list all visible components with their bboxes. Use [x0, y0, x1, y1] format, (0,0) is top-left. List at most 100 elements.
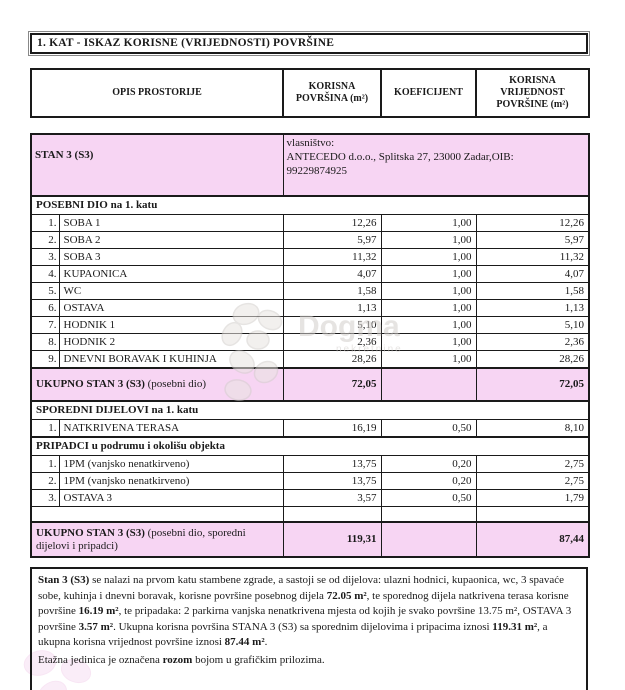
table-row: 2. 1PM (vanjsko nenatkirveno) 13,75 0,20…	[30, 472, 590, 490]
cell-label: 1PM (vanjsko nenatkirveno)	[58, 455, 284, 473]
grand-total-label-normal: (posebni dio, sporedni dijelovi i pripad…	[36, 526, 246, 552]
cell-area: 3,57	[282, 489, 382, 507]
cell-area: 5,10	[282, 316, 382, 334]
cell-area: 2,36	[282, 333, 382, 351]
grand-total-label: UKUPNO STAN 3 (S3) (posebni dio, sporedn…	[30, 521, 284, 558]
column-header-table: OPIS PROSTORIJE KORISNA POVRŠINA (m²) KO…	[30, 68, 590, 118]
cell-label: NATKRIVENA TERASA	[58, 419, 284, 438]
cell-coef: 1,00	[380, 333, 477, 351]
table-row: 5. WC 1,58 1,00 1,58	[30, 282, 590, 300]
cell-area: 1,58	[282, 282, 382, 300]
cell-coef: 1,00	[380, 299, 477, 317]
blank-row	[30, 506, 590, 523]
cell-label: WC	[58, 282, 284, 300]
ownership-line-2: ANTECEDO d.o.o., Splitska 27, 23000 Zada…	[286, 151, 514, 163]
cell-coef: 1,00	[380, 350, 477, 369]
table-row: 1. NATKRIVENA TERASA 16,19 0,50 8,10	[30, 419, 590, 438]
cell-coef: 0,50	[380, 489, 477, 507]
cell-num: 2.	[30, 231, 60, 249]
cell-area: 1,13	[282, 299, 382, 317]
table-row: 1. SOBA 1 12,26 1,00 12,26	[30, 214, 590, 232]
cell-area: 5,97	[282, 231, 382, 249]
column-header-korisna-povrsina: KORISNA POVRŠINA (m²)	[282, 68, 382, 118]
cell-label: HODNIK 2	[58, 333, 284, 351]
cell-num: 8.	[30, 333, 60, 351]
table-row: 2. SOBA 2 5,97 1,00 5,97	[30, 231, 590, 249]
cell-value: 1,58	[475, 282, 590, 300]
cell-label: DNEVNI BORAVAK I KUHINJA	[58, 350, 284, 369]
total-value: 72,05	[475, 367, 590, 402]
cell-value: 5,97	[475, 231, 590, 249]
cell-coef: 0,50	[380, 419, 477, 438]
cell-label: HODNIK 1	[58, 316, 284, 334]
total-label: UKUPNO STAN 3 (S3) (posebni dio)	[30, 367, 284, 402]
cell-coef: 0,20	[380, 472, 477, 490]
cell-area: 13,75	[282, 455, 382, 473]
cell-num: 3.	[30, 248, 60, 266]
cell-value: 4,07	[475, 265, 590, 283]
cell-label: OSTAVA 3	[58, 489, 284, 507]
section-header-posebni: POSEBNI DIO na 1. katu	[30, 195, 590, 215]
total-label-normal: (posebni dio)	[144, 378, 206, 390]
cell-value: 11,32	[475, 248, 590, 266]
ownership-cell: vlasništvo: ANTECEDO d.o.o., Splitska 27…	[282, 133, 590, 197]
cell-area: 16,19	[282, 419, 382, 438]
cell-num: 1.	[30, 214, 60, 232]
ownership-line-3: 99229874925	[286, 165, 348, 177]
cell-area: 11,32	[282, 248, 382, 266]
cell-coef: 1,00	[380, 282, 477, 300]
cell-coef: 1,00	[380, 248, 477, 266]
cell-num: 3.	[30, 489, 60, 507]
footer-note: Etažna jedinica je označena rozom bojom …	[38, 653, 325, 666]
ownership-line-1: vlasništvo:	[286, 137, 335, 149]
cell-area: 28,26	[282, 350, 382, 369]
cell-num: 6.	[30, 299, 60, 317]
cell-area: 13,75	[282, 472, 382, 490]
stan-row: STAN 3 (S3) vlasništvo: ANTECEDO d.o.o.,…	[30, 133, 590, 197]
table-row: 1. 1PM (vanjsko nenatkirveno) 13,75 0,20…	[30, 455, 590, 473]
total-row-posebni: UKUPNO STAN 3 (S3) (posebni dio) 72,05 7…	[30, 367, 590, 402]
cell-num: 4.	[30, 265, 60, 283]
column-header-korisna-vrijednost: KORISNA VRIJEDNOST POVRŠINE (m²)	[475, 68, 590, 118]
total-coef	[380, 367, 477, 402]
footer-box: Stan 3 (S3) se nalazi na prvom katu stam…	[30, 567, 588, 690]
cell-area: 4,07	[282, 265, 382, 283]
footer-paragraph: Stan 3 (S3) se nalazi na prvom katu stam…	[38, 574, 572, 648]
cell-value: 2,36	[475, 333, 590, 351]
column-header-koeficijent: KOEFICIJENT	[380, 68, 477, 118]
cell-label: SOBA 3	[58, 248, 284, 266]
cell-label: SOBA 2	[58, 231, 284, 249]
table-row: 8. HODNIK 2 2,36 1,00 2,36	[30, 333, 590, 351]
table-row: 6. OSTAVA 1,13 1,00 1,13	[30, 299, 590, 317]
cell-label: KUPAONICA	[58, 265, 284, 283]
table-row: 3. SOBA 3 11,32 1,00 11,32	[30, 248, 590, 266]
section-header-sporedni: SPOREDNI DIJELOVI na 1. katu	[30, 400, 590, 420]
cell-num: 7.	[30, 316, 60, 334]
table-row: 4. KUPAONICA 4,07 1,00 4,07	[30, 265, 590, 283]
table-row: 7. HODNIK 1 5,10 1,00 5,10	[30, 316, 590, 334]
main-table: STAN 3 (S3) vlasništvo: ANTECEDO d.o.o.,…	[30, 133, 591, 558]
page-title: 1. KAT - ISKAZ KORISNE (VRIJEDNOSTI) POV…	[28, 31, 590, 56]
cell-num: 2.	[30, 472, 60, 490]
total-area: 72,05	[282, 367, 382, 402]
cell-coef: 1,00	[380, 231, 477, 249]
cell-num: 5.	[30, 282, 60, 300]
cell-label: OSTAVA	[58, 299, 284, 317]
stan-label: STAN 3 (S3)	[30, 133, 284, 197]
cell-value: 8,10	[475, 419, 590, 438]
cell-coef: 1,00	[380, 214, 477, 232]
cell-value: 2,75	[475, 455, 590, 473]
grand-total-coef	[380, 521, 477, 558]
cell-coef: 0,20	[380, 455, 477, 473]
cell-value: 2,75	[475, 472, 590, 490]
cell-value: 1,79	[475, 489, 590, 507]
cell-num: 1.	[30, 455, 60, 473]
cell-coef: 1,00	[380, 316, 477, 334]
cell-value: 1,13	[475, 299, 590, 317]
total-label-bold: UKUPNO STAN 3 (S3)	[36, 378, 145, 390]
grand-total-row: UKUPNO STAN 3 (S3) (posebni dio, sporedn…	[30, 521, 590, 558]
content: 1. KAT - ISKAZ KORISNE (VRIJEDNOSTI) POV…	[28, 31, 591, 690]
cell-area: 12,26	[282, 214, 382, 232]
cell-label: 1PM (vanjsko nenatkirveno)	[58, 472, 284, 490]
